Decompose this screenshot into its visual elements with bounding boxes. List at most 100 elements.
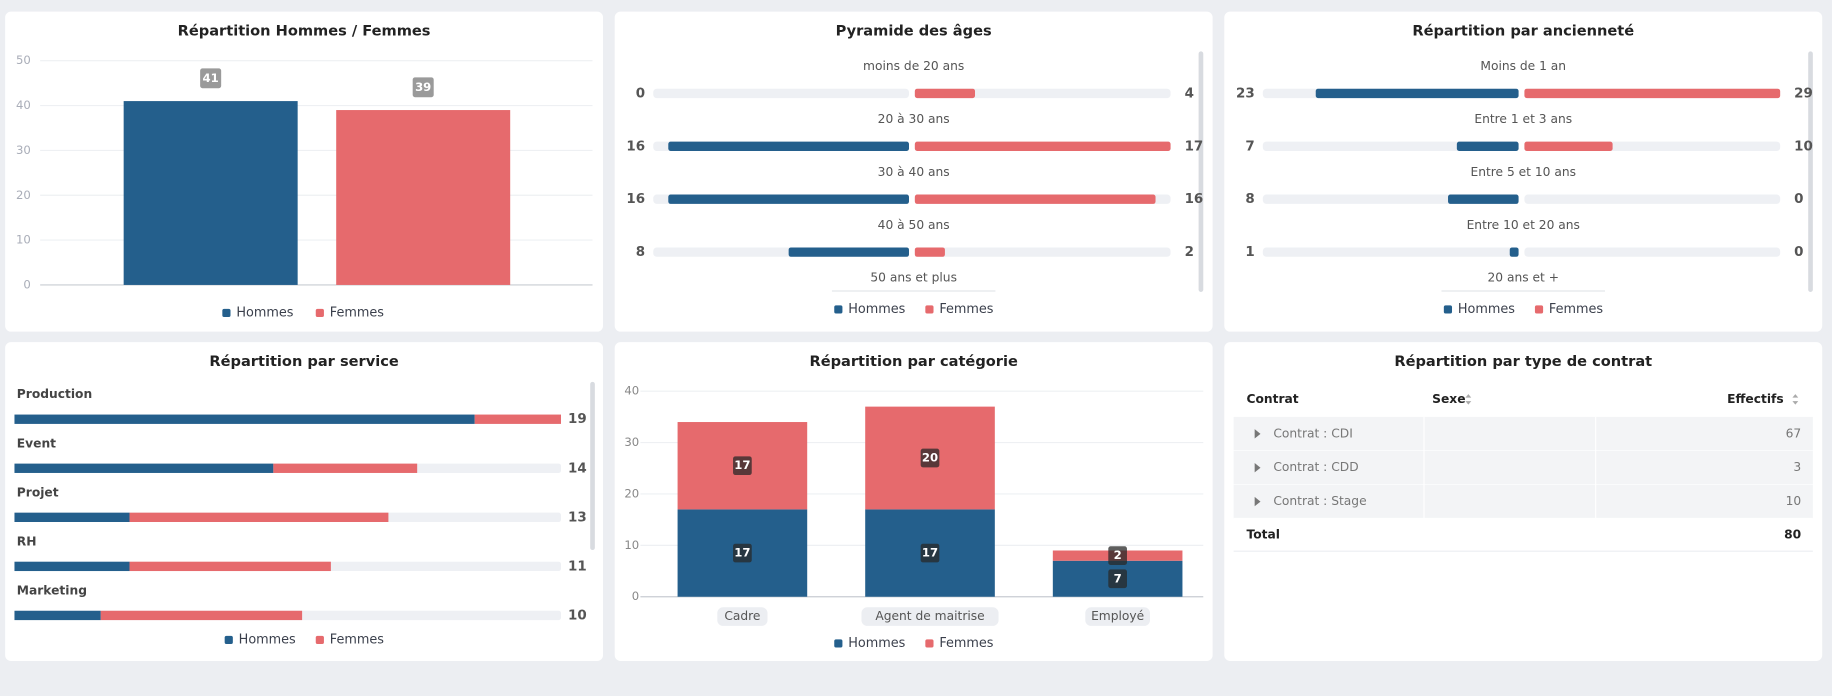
bar	[1448, 194, 1519, 204]
value-label-bg	[1108, 569, 1127, 589]
y-tick-label: 20	[16, 188, 31, 202]
legend-label[interactable]: Femmes	[939, 636, 993, 651]
row-label: Entre 5 et 10 ans	[1470, 165, 1576, 179]
value-label: 2	[1185, 245, 1194, 260]
y-tick-label: 0	[632, 589, 639, 603]
track	[914, 88, 1171, 99]
legend-swatch	[925, 305, 934, 314]
value-label: 7	[1245, 139, 1254, 154]
value-label: 16	[626, 192, 645, 207]
value-label: 17	[922, 546, 938, 560]
bar	[1509, 247, 1519, 257]
legend-swatch	[224, 635, 233, 645]
value-label: 0	[1794, 245, 1803, 260]
bar-segment	[14, 463, 274, 473]
table-row[interactable]	[1233, 450, 1813, 485]
x-tick-label: Employé	[1091, 609, 1144, 623]
row-label: 30 à 40 ans	[878, 165, 950, 179]
y-tick-label: 0	[23, 277, 30, 291]
bar	[788, 247, 909, 257]
bar-segment	[14, 512, 130, 522]
row-label: Event	[17, 436, 56, 450]
table-row[interactable]	[1233, 416, 1813, 451]
legend-label[interactable]: Femmes	[330, 305, 384, 320]
sort-icon[interactable]	[1465, 394, 1472, 405]
table-cell: Contrat : CDI	[1273, 426, 1352, 440]
legend-label[interactable]: Femmes	[330, 632, 384, 647]
track	[1524, 247, 1781, 257]
scrollbar[interactable]	[590, 381, 595, 551]
value-label-bg	[200, 68, 222, 89]
legend-swatch	[1534, 305, 1544, 314]
scrollbar[interactable]	[1808, 51, 1813, 292]
value-label-bg	[1108, 546, 1127, 565]
row-label: Production	[17, 387, 92, 401]
y-tick-label: 40	[16, 98, 31, 112]
table-title: Répartition par type de contrat	[1394, 353, 1652, 370]
expand-icon[interactable]	[1254, 463, 1261, 473]
expand-icon[interactable]	[1254, 496, 1261, 507]
value-label-bg	[920, 543, 940, 563]
legend-label[interactable]: Hommes	[848, 302, 905, 317]
table-cell: 10	[1786, 494, 1802, 508]
bar-segment	[129, 561, 331, 572]
bar	[1456, 141, 1519, 151]
chart-title: Répartition Hommes / Femmes	[178, 23, 431, 40]
scrollbar[interactable]	[1198, 51, 1204, 292]
value-label-bg	[733, 456, 752, 476]
bar-segment	[14, 561, 130, 572]
bar-segment	[100, 610, 303, 621]
value-label: 17	[734, 546, 750, 560]
value-label: 8	[636, 245, 645, 260]
bar	[668, 141, 909, 151]
legend-label[interactable]: Hommes	[236, 305, 293, 320]
bar-segment	[474, 414, 561, 424]
value-label: 0	[1794, 192, 1803, 207]
legend-label[interactable]: Femmes	[1549, 302, 1603, 317]
value-label: 39	[415, 80, 431, 94]
legend-label[interactable]: Femmes	[939, 302, 993, 317]
y-tick-label: 10	[624, 538, 639, 552]
y-tick-label: 40	[624, 384, 639, 398]
bar	[336, 110, 511, 285]
track	[653, 88, 909, 99]
row-label: Entre 10 et 20 ans	[1467, 218, 1580, 232]
track	[914, 247, 1171, 257]
chart-title: Répartition par ancienneté	[1412, 23, 1634, 40]
legend-swatch	[222, 308, 231, 318]
bar-segment	[273, 463, 418, 473]
row-label: RH	[17, 534, 37, 548]
legend-label[interactable]: Hommes	[848, 636, 905, 651]
sort-icon[interactable]	[1792, 394, 1799, 405]
x-tick-pill	[861, 607, 999, 626]
x-tick-pill	[1085, 607, 1150, 626]
table-header: Contrat	[1246, 392, 1298, 406]
row-label: moins de 20 ans	[863, 59, 964, 73]
total-label: 13	[568, 510, 587, 525]
legend-swatch	[1443, 305, 1453, 314]
row-label: Projet	[17, 485, 59, 499]
bar	[123, 101, 298, 285]
table-total-label: Total	[1246, 527, 1279, 541]
chart-title: Pyramide des âges	[836, 23, 992, 40]
bar	[914, 88, 976, 99]
total-label: 14	[568, 461, 587, 476]
table-header[interactable]: Effectifs	[1727, 392, 1784, 406]
legend-swatch	[315, 635, 324, 645]
value-label: 4	[1185, 86, 1194, 101]
value-label: 17	[1185, 139, 1204, 154]
chart-title: Répartition par catégorie	[809, 353, 1017, 370]
table-header[interactable]: Sexe	[1432, 392, 1465, 406]
legend-label[interactable]: Hommes	[239, 632, 296, 647]
table-row[interactable]	[1233, 484, 1813, 519]
bar	[914, 247, 945, 257]
y-tick-label: 30	[16, 143, 31, 157]
x-tick-label: Agent de maitrise	[875, 609, 984, 623]
value-label-bg	[412, 77, 434, 98]
expand-icon[interactable]	[1254, 429, 1261, 439]
bar	[914, 194, 1156, 204]
table-cell: Contrat : CDD	[1273, 460, 1358, 474]
row-label: 40 à 50 ans	[878, 218, 950, 232]
value-label: 1	[1245, 245, 1254, 260]
legend-label[interactable]: Hommes	[1458, 302, 1515, 317]
